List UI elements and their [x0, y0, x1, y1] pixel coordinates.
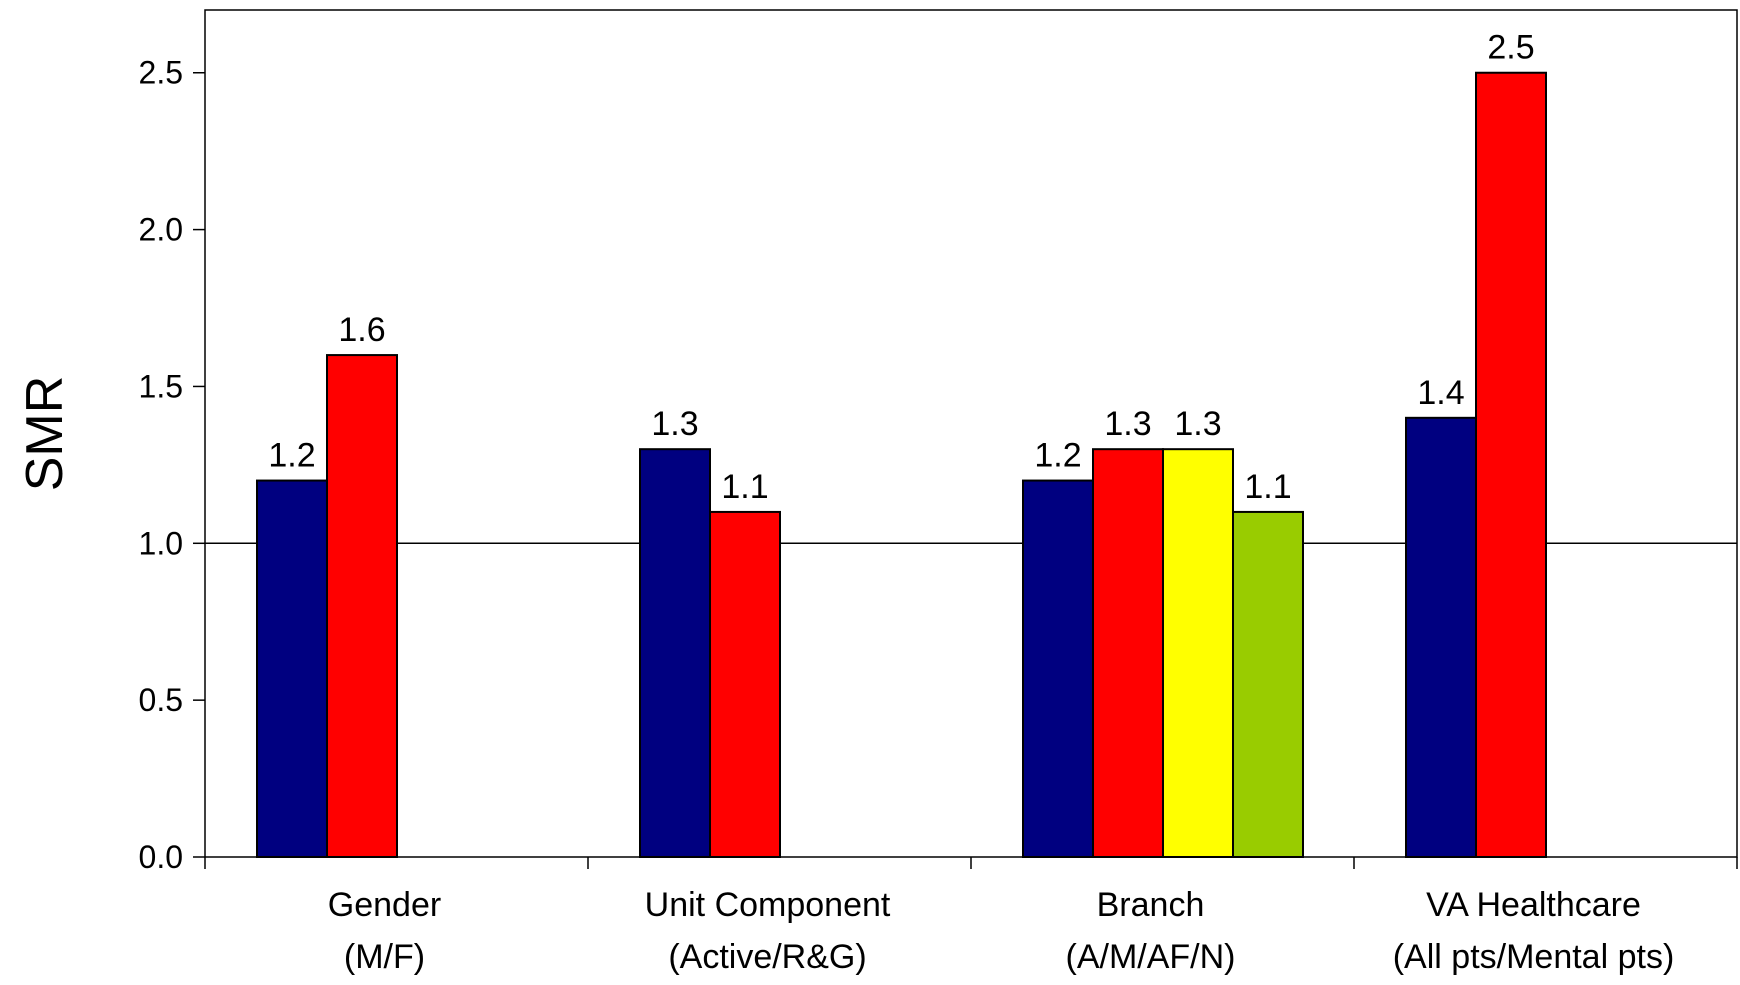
x-category-label: (All pts/Mental pts) [1393, 938, 1675, 976]
bar [1092, 448, 1164, 858]
labels-group: 0.0 0.5 1.0 1.5 2.0 2.5 SMR 1.2 1.6 Gender (M/F) 1.… [16, 29, 1674, 976]
y-axis-label: SMR [16, 376, 74, 492]
y-tick-label: 0.0 [139, 839, 183, 875]
bar-value-label: 1.1 [1244, 468, 1291, 506]
bar-value-label: 1.1 [721, 468, 768, 506]
x-category-label: (Active/R&G) [668, 938, 866, 976]
x-category-label: VA Healthcare [1426, 886, 1641, 924]
bar [1475, 71, 1547, 859]
x-category-label: (M/F) [344, 938, 425, 976]
x-category-label: (A/M/AF/N) [1066, 938, 1236, 976]
y-tick-label: 2.5 [139, 55, 183, 91]
bar [1022, 479, 1094, 858]
bar-value-label: 1.3 [1104, 405, 1151, 443]
bar-value-label: 1.4 [1417, 374, 1464, 412]
bars-group [256, 71, 1547, 859]
bar [1162, 448, 1234, 858]
x-category-label: Branch [1097, 886, 1205, 924]
bar [256, 479, 328, 858]
bar [639, 448, 711, 858]
bar-value-label: 1.6 [338, 311, 385, 349]
x-category-label: Unit Component [645, 886, 891, 924]
bar-value-label: 1.2 [268, 437, 315, 475]
bar [1232, 510, 1304, 858]
y-tick-label: 1.5 [139, 368, 183, 404]
y-tick-label: 2.0 [139, 212, 183, 248]
bar-value-label: 1.3 [651, 405, 698, 443]
bar [326, 354, 398, 858]
y-tick-label: 0.5 [139, 682, 183, 718]
bar-value-label: 1.2 [1034, 437, 1081, 475]
bar [709, 510, 781, 858]
bar-value-label: 1.3 [1174, 405, 1221, 443]
x-category-label: Gender [328, 886, 441, 924]
bar-value-label: 2.5 [1487, 29, 1534, 67]
y-tick-label: 1.0 [139, 525, 183, 561]
bar [1405, 416, 1477, 858]
